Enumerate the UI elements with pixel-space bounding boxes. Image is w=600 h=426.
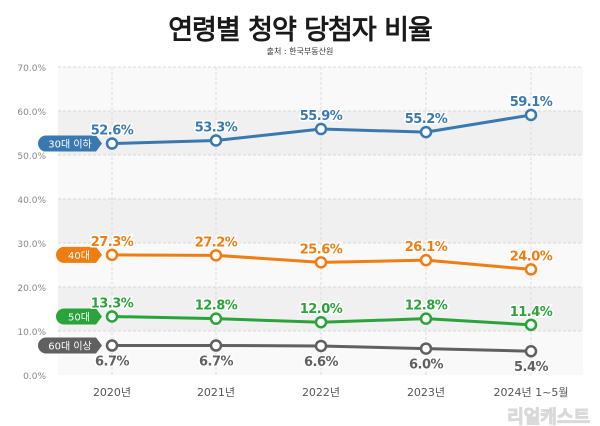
legend-label: 60대 이상: [48, 341, 92, 353]
x-tick-label: 2023년: [407, 386, 445, 399]
y-tick-label: 60.0%: [17, 108, 46, 118]
data-point: [419, 125, 433, 139]
data-point: [524, 318, 538, 332]
plot-band: [58, 199, 583, 243]
legend-label: 40대: [68, 250, 90, 262]
data-point: [105, 310, 119, 323]
legend-tag: [38, 135, 102, 152]
data-point: [209, 312, 223, 325]
data-point: [314, 256, 328, 269]
data-label: 24.0%: [510, 249, 553, 264]
data-label: 6.0%: [409, 358, 444, 373]
data-point: [524, 108, 538, 122]
data-point: [209, 249, 223, 262]
data-point: [105, 137, 119, 150]
x-tick-label: 2022년: [302, 386, 340, 399]
data-label: 6.6%: [304, 355, 339, 370]
legend-label: 30대 이하: [48, 138, 92, 151]
x-tick-label: 2020년: [93, 386, 131, 399]
data-point: [419, 312, 433, 325]
data-label: 12.8%: [195, 299, 238, 314]
data-point: [105, 339, 119, 352]
data-label: 6.7%: [95, 355, 130, 370]
legend-tag: [56, 246, 102, 263]
data-label: 12.8%: [405, 299, 448, 314]
data-point: [209, 339, 223, 352]
legend-tag: [56, 308, 102, 325]
data-label: 5.4%: [514, 360, 549, 375]
y-tick-label: 70.0%: [17, 64, 46, 74]
watermark-logo: 리얼캐스트: [507, 407, 590, 426]
data-label: 11.4%: [510, 305, 553, 320]
chart-source: 출처 : 한국부동산원: [266, 47, 334, 56]
data-point: [105, 248, 119, 262]
data-label: 27.2%: [195, 235, 238, 250]
data-point: [524, 344, 538, 358]
data-label: 25.6%: [300, 242, 343, 257]
data-point: [314, 122, 328, 136]
y-tick-label: 50.0%: [17, 152, 46, 162]
data-label: 27.3%: [91, 235, 134, 250]
y-tick-label: 20.0%: [17, 284, 46, 294]
data-label: 52.6%: [91, 124, 134, 139]
data-point: [314, 315, 328, 329]
data-label: 59.1%: [510, 95, 553, 110]
y-tick-label: 40.0%: [17, 196, 46, 206]
data-point: [209, 134, 223, 147]
y-tick-label: 10.0%: [17, 328, 46, 338]
data-point: [419, 342, 433, 355]
data-label: 26.1%: [405, 240, 448, 255]
data-point: [524, 263, 538, 276]
data-label: 53.3%: [195, 120, 238, 135]
data-point: [419, 253, 433, 267]
y-tick-label: 0.0%: [23, 372, 46, 382]
x-tick-label: 2024년 1~5월: [494, 386, 569, 399]
data-label: 55.2%: [405, 112, 448, 127]
legend-label: 50대: [68, 311, 90, 323]
y-tick-label: 30.0%: [17, 240, 46, 250]
data-label: 12.0%: [300, 302, 343, 317]
data-label: 55.9%: [300, 109, 343, 124]
chart-title: 연령별 청약 당첨자 비율: [168, 15, 433, 46]
x-tick-label: 2021년: [197, 386, 235, 399]
data-point: [314, 339, 328, 353]
data-label: 13.3%: [91, 296, 134, 311]
legend-tag: [38, 337, 102, 354]
data-label: 6.7%: [199, 355, 234, 370]
